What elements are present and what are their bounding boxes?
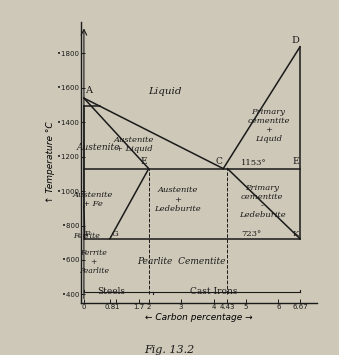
Text: Ferrite
+
Pearlite: Ferrite + Pearlite xyxy=(79,248,108,275)
Text: C: C xyxy=(216,157,223,166)
Text: E: E xyxy=(141,157,147,166)
Text: Pearlite  Cementite: Pearlite Cementite xyxy=(137,257,225,266)
Text: Primary
cementite
-
Ledeburite: Primary cementite - Ledeburite xyxy=(239,184,285,219)
Text: K: K xyxy=(293,230,299,237)
Text: 723°: 723° xyxy=(241,230,261,238)
Text: Austenite
+ Liquid: Austenite + Liquid xyxy=(114,136,154,153)
Text: Cast Irons: Cast Irons xyxy=(190,286,237,295)
Text: A: A xyxy=(84,86,92,95)
Text: Ferrite: Ferrite xyxy=(73,232,100,240)
Y-axis label: ↑ Temperature °C: ↑ Temperature °C xyxy=(45,122,55,203)
Text: P: P xyxy=(85,230,91,237)
Text: E: E xyxy=(293,157,299,166)
Text: D: D xyxy=(292,36,299,44)
Text: 1153°: 1153° xyxy=(241,159,267,167)
Text: Primary
cementite
+
Liquid: Primary cementite + Liquid xyxy=(247,108,290,143)
Text: Liquid: Liquid xyxy=(148,87,182,95)
Text: Austenite
+
Ledeburite: Austenite + Ledeburite xyxy=(155,186,201,213)
Text: Steels: Steels xyxy=(97,286,125,295)
Text: G: G xyxy=(111,230,118,237)
Text: Fig. 13.2: Fig. 13.2 xyxy=(144,345,195,355)
X-axis label: ← Carbon percentage →: ← Carbon percentage → xyxy=(145,313,253,322)
Text: Austenite: Austenite xyxy=(77,143,120,152)
Text: Austenite
+ Fe: Austenite + Fe xyxy=(73,191,113,208)
